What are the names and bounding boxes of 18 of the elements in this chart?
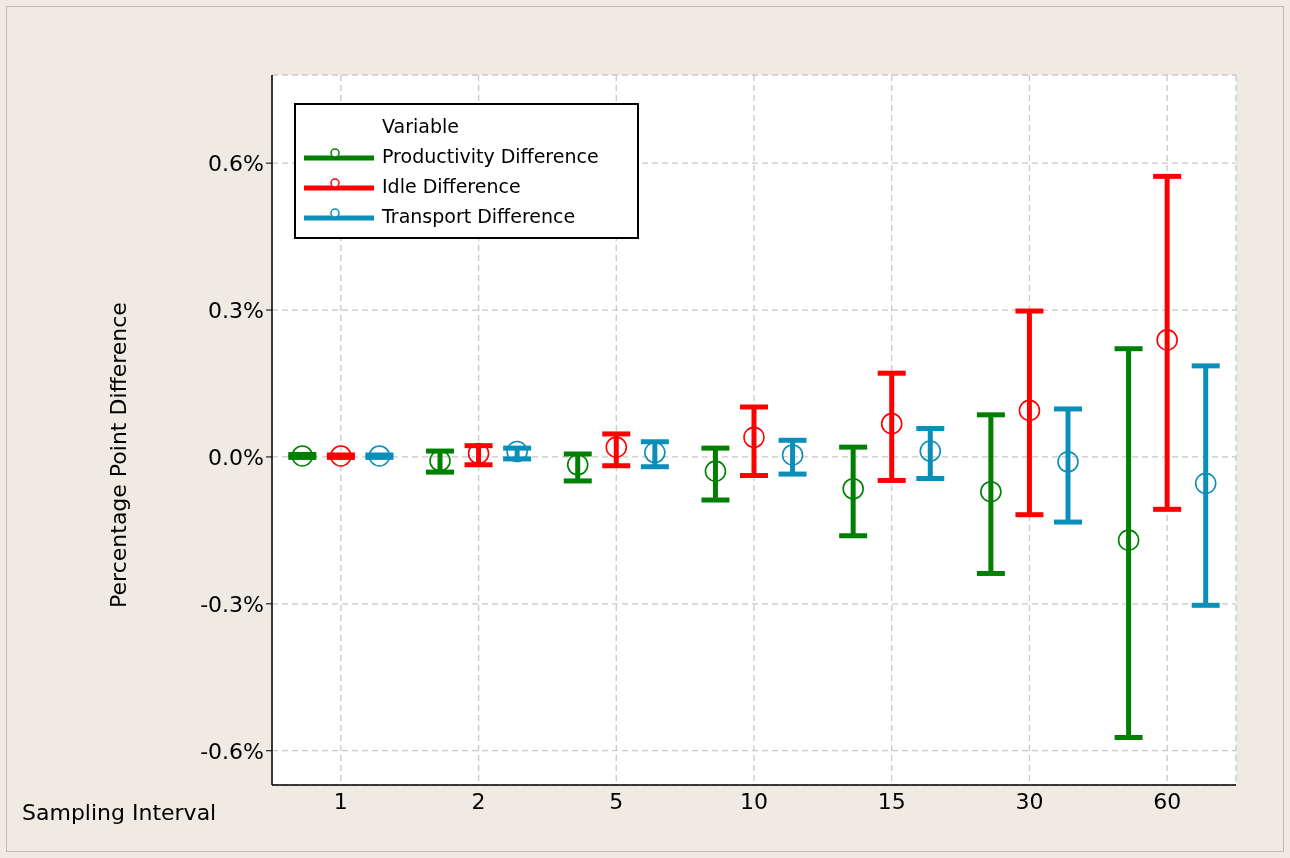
legend-title: Variable (381, 114, 460, 139)
y-tick-label: -0.3% (200, 591, 264, 617)
x-axis-title: Sampling Interval (22, 800, 217, 825)
y-tick-label: 0.0% (208, 444, 264, 470)
x-tick-label: 1 (333, 788, 348, 814)
x-tick-label: 30 (1015, 788, 1044, 814)
y-tick-label: -0.6% (200, 738, 264, 764)
y-axis-title: Percentage Point Difference (105, 302, 131, 608)
x-tick-label: 5 (609, 788, 624, 814)
legend-label: Productivity Difference (382, 144, 599, 169)
x-tick-label: 10 (740, 788, 768, 814)
legend-label: Idle Difference (382, 174, 521, 199)
x-tick-label: 60 (1153, 788, 1182, 814)
x-tick-label: 15 (877, 788, 906, 814)
legend-label: Transport Difference (382, 204, 576, 229)
y-tick-label: 0.6% (208, 150, 264, 176)
y-tick-label: 0.3% (208, 297, 264, 323)
x-tick-label: 2 (471, 788, 486, 814)
